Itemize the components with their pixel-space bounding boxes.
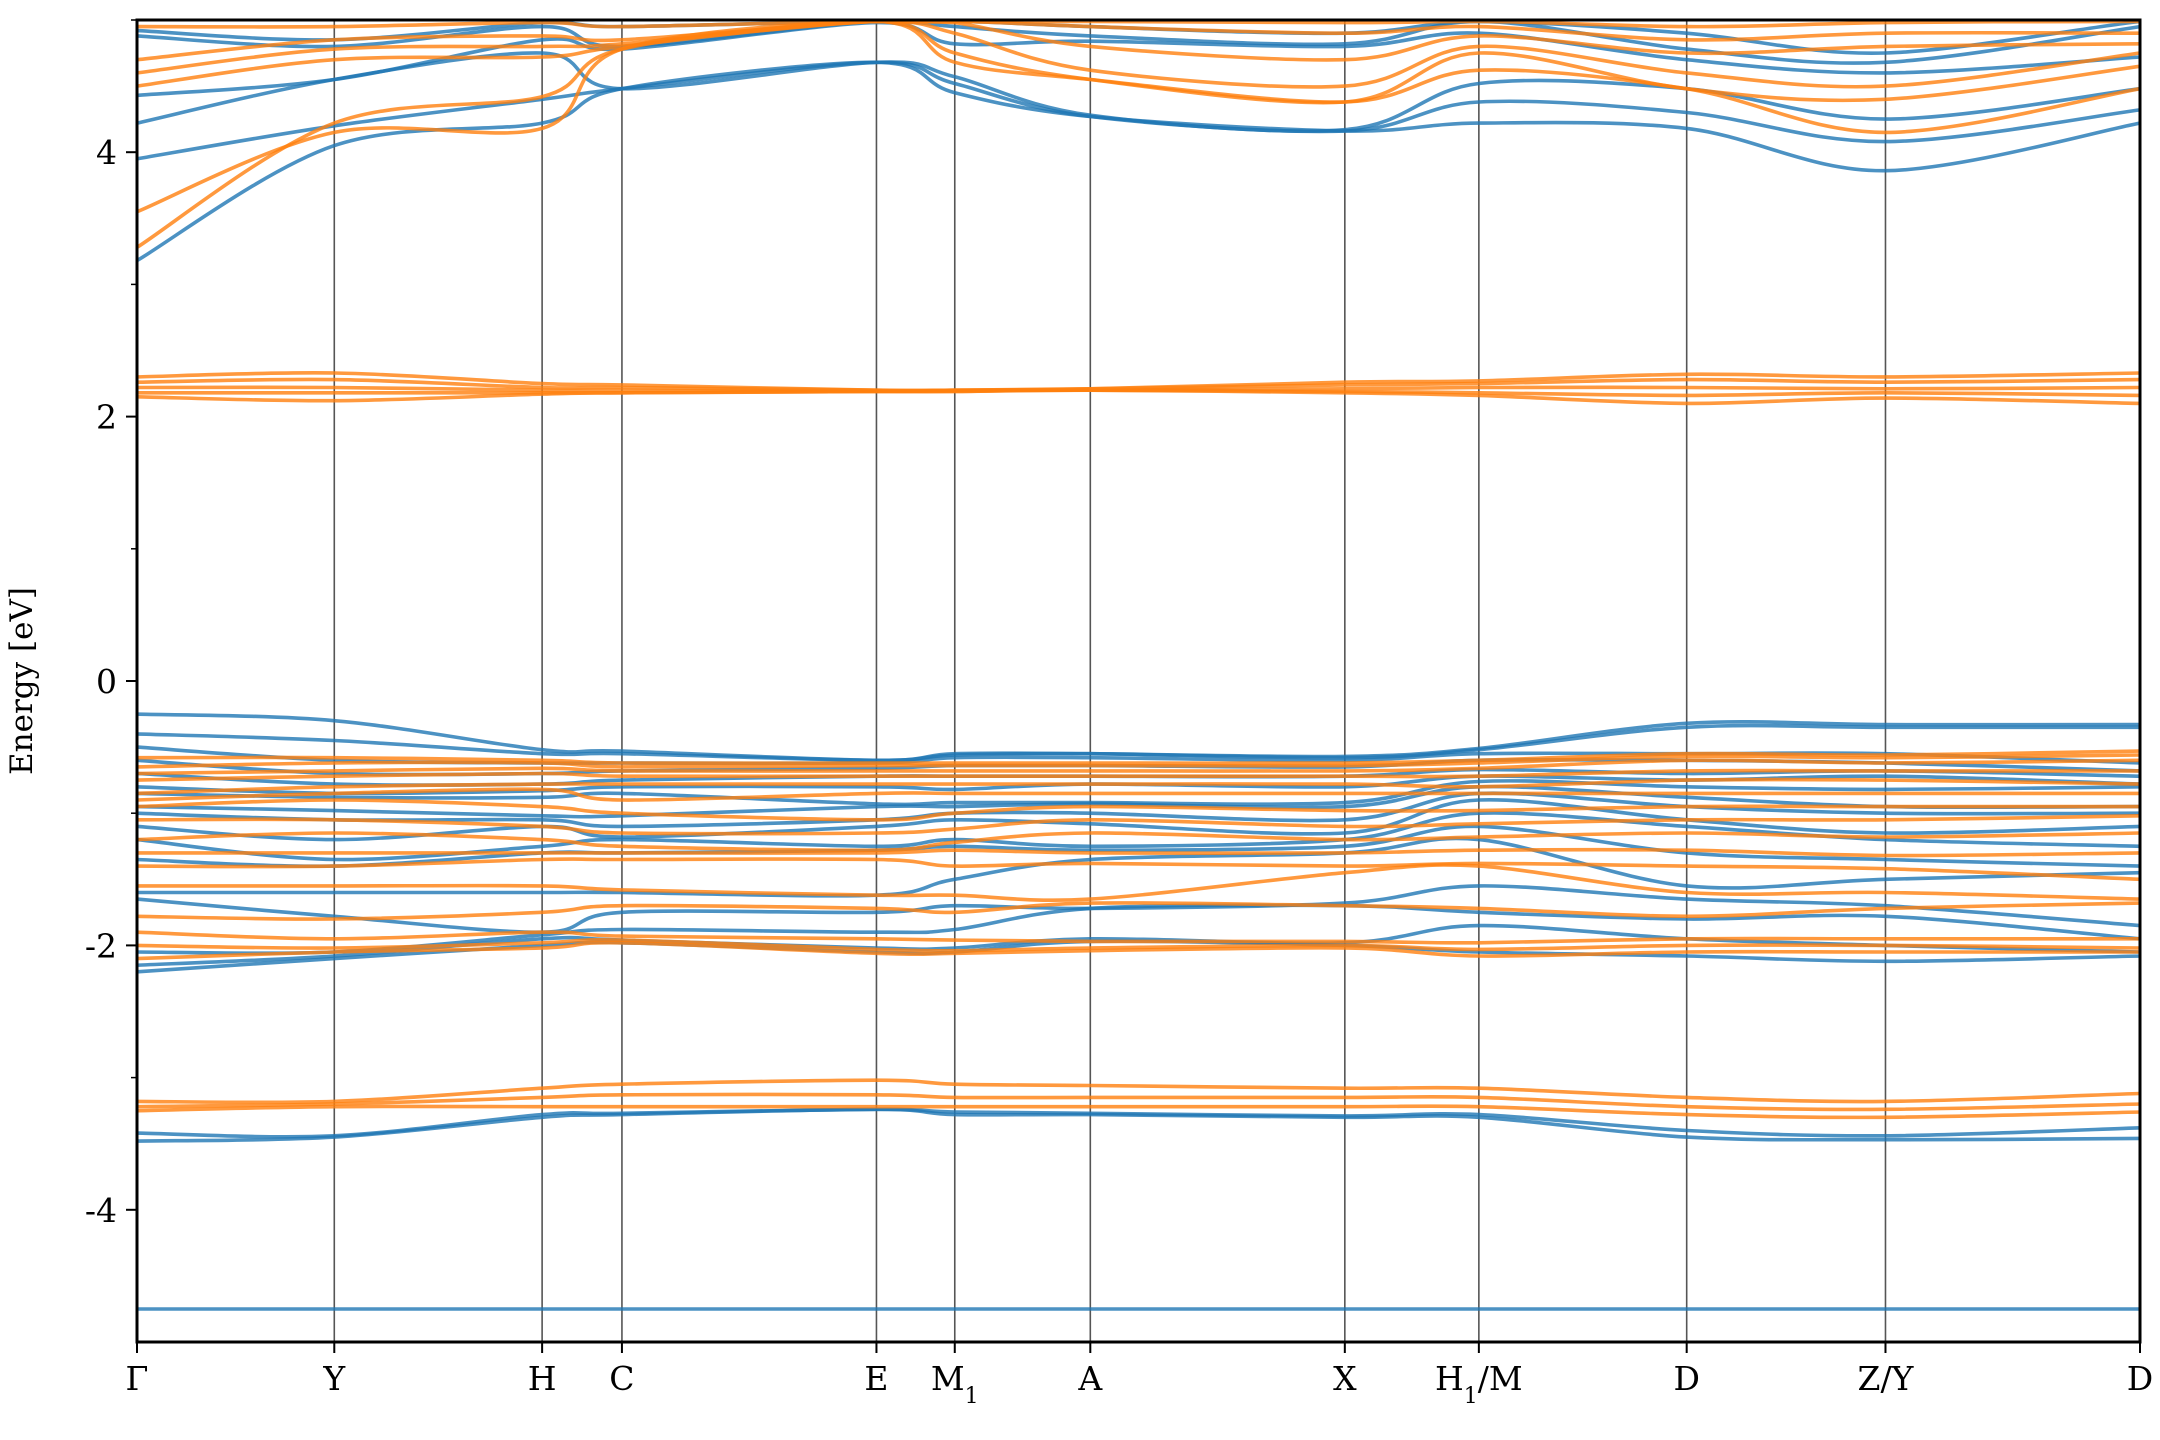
y-tick-label: 4: [96, 133, 117, 172]
band-line: [136, 19, 2141, 75]
x-tick-label: Z/Y: [1858, 1359, 1915, 1398]
band-line: [136, 19, 2141, 29]
x-tick-label: H: [528, 1359, 557, 1398]
band-line: [136, 930, 2140, 945]
band-line: [136, 938, 2141, 953]
band-line: [136, 811, 2141, 862]
band-lines: [136, 19, 2141, 1311]
band-line: [136, 903, 2141, 956]
band-line: [136, 901, 2141, 921]
band-line: [136, 787, 2140, 802]
spin-down-series: [136, 19, 2141, 1120]
x-tick-label: C: [609, 1359, 634, 1398]
band-line: [136, 791, 2141, 829]
band-line: [136, 19, 2141, 214]
band-line: [136, 940, 2140, 961]
band-line: [136, 51, 2141, 133]
y-axis-ticks: -4 -2 0 2 4: [85, 19, 137, 1230]
y-tick-label: -4: [85, 1191, 117, 1230]
y-tick-label: 2: [96, 398, 117, 437]
y-tick-label: 0: [96, 662, 117, 701]
band-line: [136, 371, 2141, 393]
x-axis-ticks: Γ Y H C E M1 A X H1/M D Z/Y D: [126, 1342, 2153, 1409]
band-line: [136, 847, 2141, 858]
band-line: [136, 884, 2141, 935]
y-tick-label: -2: [85, 926, 117, 965]
x-tick-label: H1/M: [1435, 1359, 1523, 1409]
band-line: [136, 19, 2141, 249]
x-tick-label: X: [1333, 1359, 1357, 1398]
band-line: [137, 863, 2141, 902]
band-line: [136, 19, 2141, 62]
band-line: [136, 758, 2141, 776]
band-line: [136, 1078, 2141, 1105]
x-tick-label: D: [1673, 1359, 1699, 1398]
x-tick-label: E: [864, 1359, 888, 1398]
band-line: [136, 712, 2141, 763]
band-line: [136, 824, 2141, 869]
high-symmetry-lines: [333, 20, 1887, 1342]
band-line: [136, 768, 2140, 782]
plot-frame: [135, 18, 2142, 1344]
band-line: [136, 753, 2141, 769]
band-line: [136, 60, 2141, 263]
band-line: [136, 831, 2141, 853]
x-tick-label: Γ: [126, 1359, 149, 1398]
band-line: [136, 19, 2141, 89]
band-line: [136, 779, 2141, 807]
x-tick-label: M1: [931, 1359, 979, 1409]
y-axis-label: Energy [eV]: [4, 587, 40, 775]
x-tick-label: D: [2127, 1359, 2153, 1398]
band-line: [136, 777, 2141, 796]
band-line: [136, 749, 2141, 765]
band-line: [136, 19, 2141, 65]
x-tick-label: Y: [322, 1359, 346, 1398]
band-line: [136, 1107, 2141, 1139]
x-tick-label: A: [1077, 1359, 1103, 1398]
band-line: [136, 857, 2141, 882]
band-line: [136, 814, 2141, 836]
band-line: [136, 1104, 2141, 1120]
band-line: [136, 1092, 2141, 1112]
band-line: [136, 798, 2140, 822]
